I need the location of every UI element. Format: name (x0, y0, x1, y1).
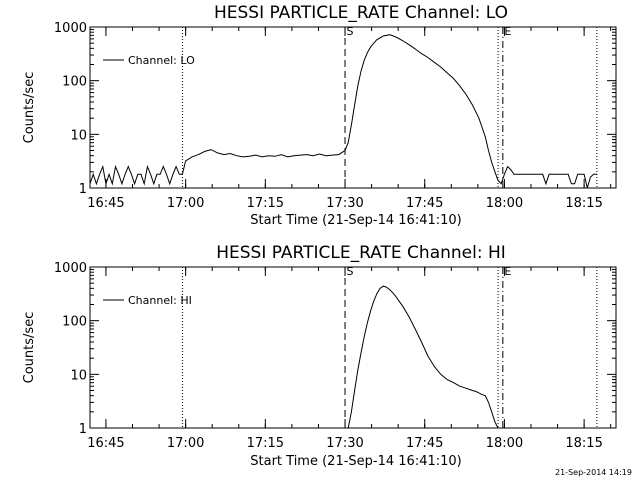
y-tick-label: 10 (70, 128, 87, 143)
y-tick-label: 10 (70, 368, 87, 383)
x-tick-label: 17:15 (247, 436, 284, 451)
series-line-hi (347, 285, 499, 428)
x-tick-label: 17:00 (167, 436, 204, 451)
x-tick-label: 18:15 (565, 436, 602, 451)
chart-panel-lo: HESSI PARTICLE_RATE Channel: LO 1 10 100 100… (22, 3, 617, 228)
time-marker-label: S (347, 25, 354, 38)
time-marker-label: E (504, 25, 511, 38)
footer-timestamp: 21-Sep-2014 14:19 (555, 468, 632, 477)
y-tick-label: 1 (79, 182, 87, 197)
x-tick-label: 16:45 (87, 436, 124, 451)
x-tick-label: 17:15 (247, 196, 284, 211)
x-axis-label: Start Time (21-Sep-14 16:41:10) (250, 454, 461, 469)
chart-panel-hi: HESSI PARTICLE_RATE Channel: HI 1 10 100 100… (22, 243, 617, 469)
series-line-lo (90, 34, 597, 188)
x-tick-label: 17:45 (406, 436, 443, 451)
legend-label: Channel: LO (128, 54, 195, 67)
y-tick-label: 100 (62, 75, 87, 90)
y-tick-label: 100 (62, 315, 87, 330)
x-tick-label: 16:45 (87, 196, 124, 211)
chart-title: HESSI PARTICLE_RATE Channel: HI (216, 243, 506, 263)
time-marker-label: S (347, 265, 354, 278)
plot-frame (89, 266, 617, 429)
chart-title: HESSI PARTICLE_RATE Channel: LO (214, 3, 508, 23)
time-marker-label: E (504, 265, 511, 278)
x-tick-label: 18:00 (486, 196, 523, 211)
x-tick-label: 17:00 (167, 196, 204, 211)
y-axis-label: Counts/sec (22, 312, 37, 384)
plot-frame (89, 26, 617, 189)
y-tick-label: 1 (79, 422, 87, 437)
x-axis-label: Start Time (21-Sep-14 16:41:10) (250, 213, 461, 228)
x-tick-label: 18:15 (565, 196, 602, 211)
x-tick-label: 18:00 (486, 436, 523, 451)
y-tick-label: 1000 (54, 21, 87, 36)
legend-label: Channel: HI (128, 294, 192, 307)
x-tick-label: 17:30 (326, 196, 363, 211)
y-axis-label: Counts/sec (22, 72, 37, 144)
x-tick-label: 17:45 (406, 196, 443, 211)
x-tick-label: 17:30 (326, 436, 363, 451)
y-tick-label: 1000 (54, 261, 87, 276)
